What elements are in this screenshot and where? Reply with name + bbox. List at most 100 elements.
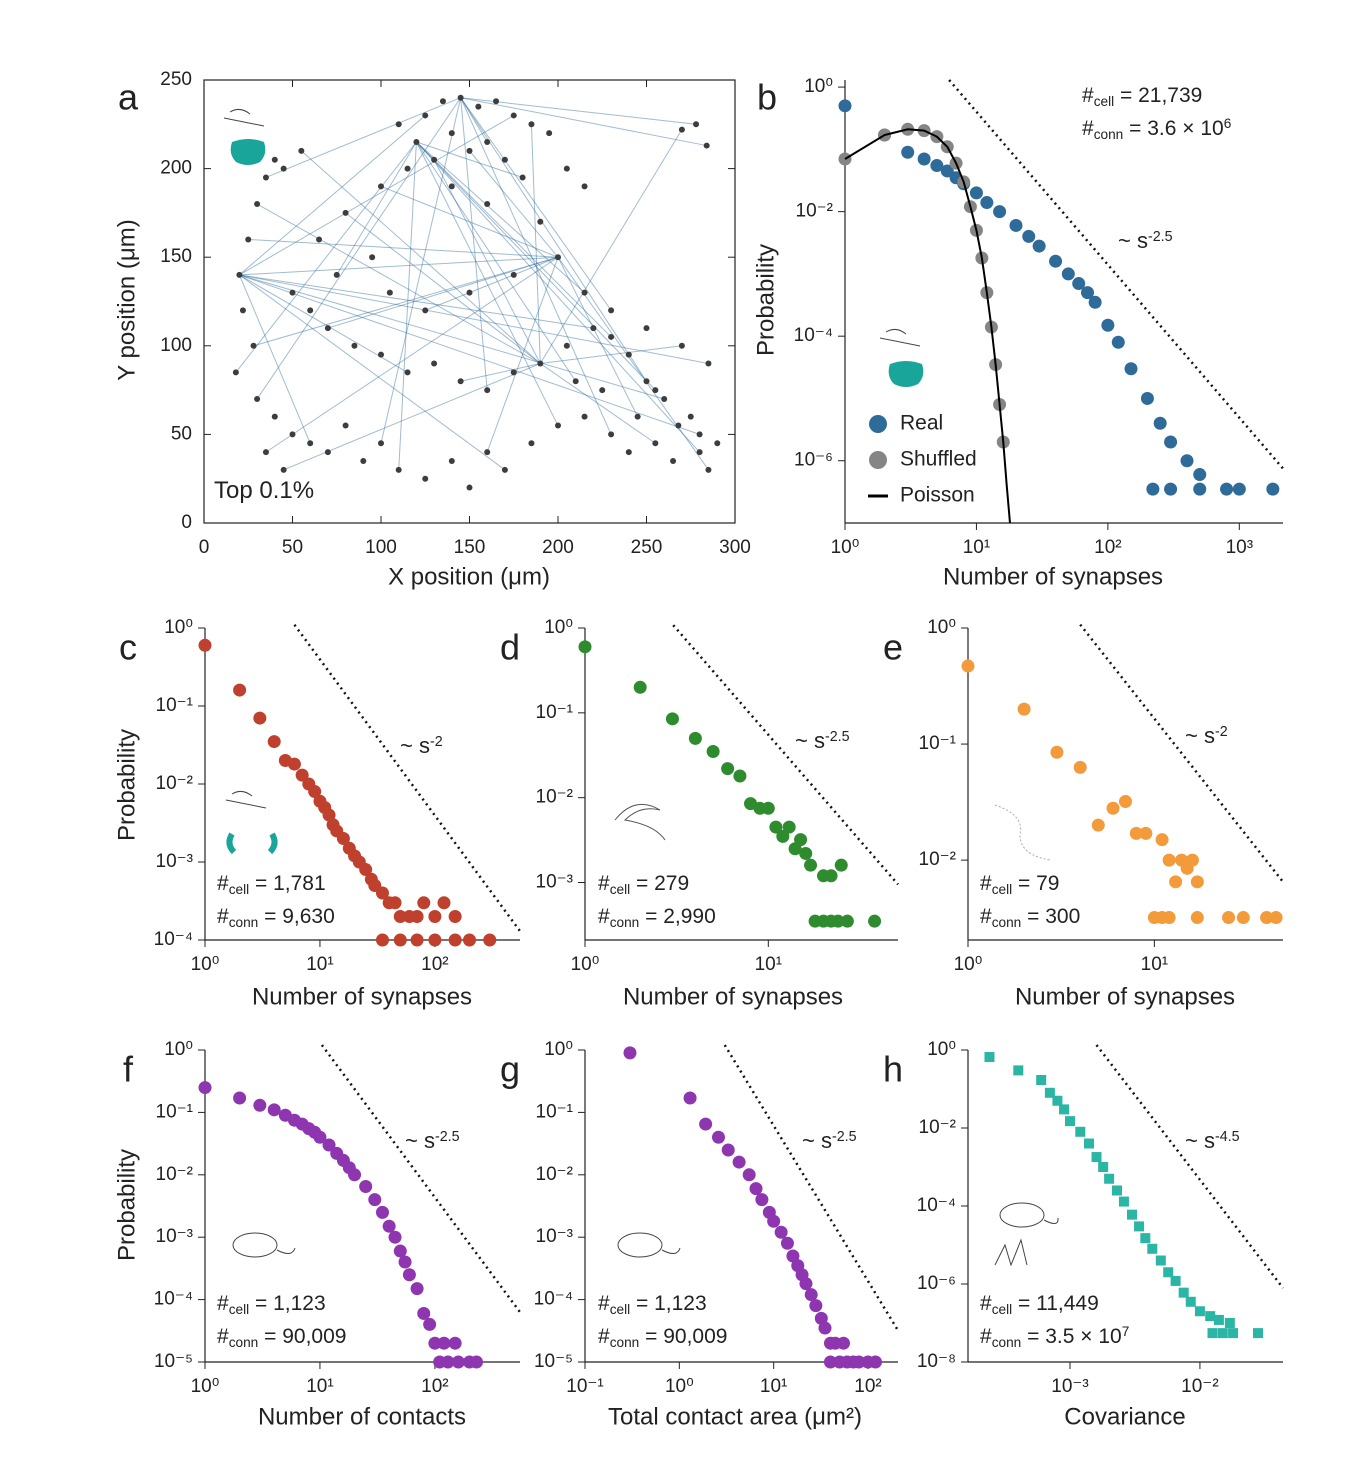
plot-frame — [203, 79, 736, 524]
point — [348, 1168, 362, 1182]
node — [378, 440, 384, 447]
y-tick-label: 10⁻⁴ — [154, 929, 193, 950]
point — [786, 1249, 800, 1263]
legend-label: Shuffled — [900, 448, 977, 471]
stat-label: #cell = 1,123 — [217, 1292, 326, 1317]
y-axis-label: Probability — [113, 1149, 140, 1261]
point — [665, 712, 679, 726]
node — [501, 156, 508, 163]
point — [699, 1117, 713, 1131]
node — [289, 289, 296, 296]
node — [280, 466, 287, 473]
node — [250, 342, 257, 349]
subscript: conn — [610, 915, 640, 930]
point — [448, 910, 462, 924]
point — [382, 1219, 396, 1233]
point — [295, 768, 309, 782]
edge — [460, 97, 488, 143]
point — [837, 1336, 851, 1350]
node — [572, 378, 579, 385]
edge — [460, 97, 707, 147]
point — [852, 1355, 866, 1369]
node — [307, 307, 314, 314]
y-tick-label: 10⁰ — [927, 1039, 956, 1060]
edge — [416, 141, 700, 453]
point — [961, 659, 975, 673]
point — [1164, 435, 1178, 449]
text-part: ~ s — [400, 733, 430, 758]
stat-label: #conn = 9,630 — [217, 905, 335, 930]
y-tick-label: 10⁻² — [796, 201, 834, 222]
point — [1104, 1173, 1115, 1184]
node — [599, 387, 606, 394]
point — [1193, 482, 1207, 496]
panel-letter: b — [757, 77, 777, 118]
slope-label: ~ s-2.5 — [405, 1128, 460, 1153]
node — [369, 254, 376, 261]
worm-icon — [614, 803, 666, 841]
point — [359, 863, 373, 877]
text-part: ~ s — [1185, 1128, 1215, 1153]
point — [1022, 229, 1036, 243]
point — [1061, 267, 1075, 281]
node — [714, 440, 721, 447]
node — [608, 333, 615, 340]
point — [336, 832, 350, 846]
point — [633, 680, 647, 694]
point — [623, 1046, 637, 1060]
point — [448, 933, 462, 947]
point — [253, 1098, 267, 1112]
legend-label: Poisson — [900, 484, 975, 507]
y-tick-label: 10⁰ — [544, 617, 573, 638]
node — [422, 307, 429, 314]
text-part: = 90,009 — [258, 1325, 346, 1348]
node — [625, 351, 632, 358]
point — [410, 910, 424, 924]
point — [1162, 911, 1176, 925]
x-tick-label: 250 — [631, 537, 663, 558]
node — [608, 307, 615, 314]
y-tick-label: 10⁰ — [544, 1039, 573, 1060]
legend-marker — [869, 415, 887, 433]
node — [696, 449, 703, 456]
text-part: # — [980, 905, 992, 928]
point — [423, 1317, 437, 1331]
superscript: -2.5 — [1148, 229, 1173, 245]
point — [1146, 482, 1160, 496]
edge — [253, 256, 559, 347]
x-tick-label: 10¹ — [760, 1376, 787, 1397]
panel-letter: f — [123, 1049, 134, 1090]
node — [643, 325, 650, 332]
point — [393, 910, 407, 924]
text-part: ~ s — [405, 1128, 435, 1153]
edge — [469, 150, 559, 258]
edge — [301, 150, 541, 364]
y-tick-label: 10⁻⁴ — [154, 1289, 193, 1310]
mouse-icon — [617, 1232, 681, 1258]
series-line — [844, 128, 1011, 524]
node — [386, 289, 393, 296]
point — [1213, 1314, 1224, 1325]
y-tick-label: 10⁻⁵ — [534, 1351, 573, 1372]
reference-line — [672, 624, 899, 886]
edge — [256, 203, 541, 364]
point — [1059, 1104, 1070, 1115]
point — [1017, 702, 1031, 716]
superscript: 7 — [1122, 1324, 1130, 1339]
point — [868, 1355, 882, 1369]
x-tick-label: 10² — [1094, 537, 1121, 558]
node — [404, 369, 411, 376]
point — [287, 757, 301, 771]
edge — [239, 115, 426, 276]
x-tick-label: 10¹ — [306, 1376, 333, 1397]
point — [198, 638, 212, 652]
text-part: = 2,990 — [639, 905, 715, 928]
node — [254, 201, 261, 208]
y-tick-label: 10⁻² — [536, 1164, 574, 1185]
point — [368, 1193, 382, 1207]
text-part: = 1,123 — [630, 1292, 706, 1315]
superscript: -2 — [1215, 724, 1228, 740]
point — [1185, 853, 1199, 867]
point — [1098, 1162, 1109, 1172]
text-part: = 3.6 × 10 — [1123, 117, 1223, 140]
